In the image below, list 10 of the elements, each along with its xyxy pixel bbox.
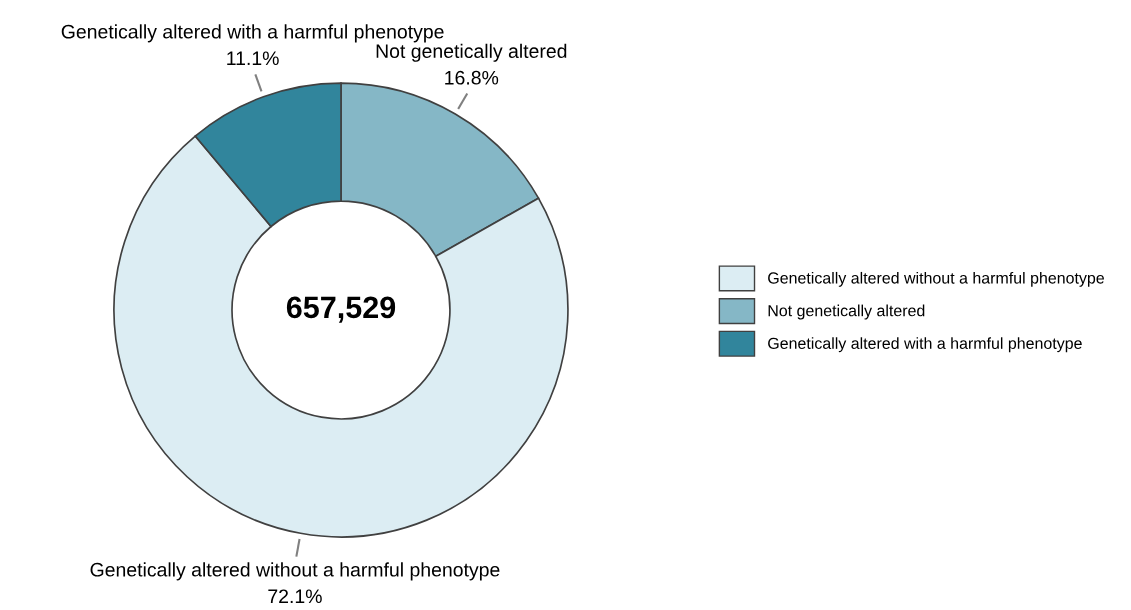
slice-label: Genetically altered without a harmful phenotype	[90, 562, 500, 581]
data-label: 72.1%	[268, 589, 322, 604]
legend-label: Not genetically altered	[768, 304, 925, 320]
legend-label: Genetically altered with a harmful phenotype	[768, 337, 1082, 353]
legend-label: Genetically altered without a harmful phenotype	[768, 271, 1104, 287]
text: 657,529	[286, 296, 396, 323]
data-label: 11.1%	[227, 51, 279, 66]
data-label: 16.8%	[445, 70, 499, 85]
slice-label: Genetically altered with a harmful phenotype	[61, 24, 444, 43]
slice-label: Not genetically altered	[376, 43, 567, 62]
